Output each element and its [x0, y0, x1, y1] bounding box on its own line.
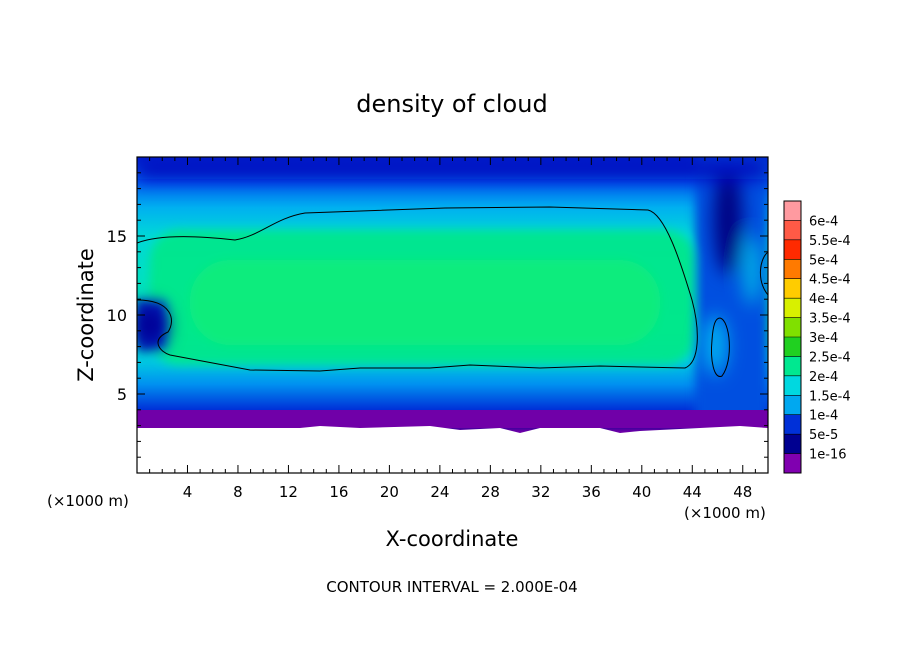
colorbar-label: 5e-5 — [809, 428, 838, 443]
chart-title: density of cloud — [356, 90, 547, 118]
x-tick-label: 28 — [481, 483, 500, 501]
colorbar-swatch — [784, 453, 801, 474]
x-axis-title: X-coordinate — [386, 527, 519, 551]
colorbar-swatch — [784, 220, 801, 241]
colorbar-label: 5e-4 — [809, 253, 838, 268]
x-tick-label: 36 — [582, 483, 601, 501]
density-field — [137, 157, 768, 473]
colorbar-label: 1.5e-4 — [809, 389, 851, 404]
y-tick-label: 5 — [117, 385, 127, 404]
colorbar-swatch — [784, 337, 801, 357]
x-tick-label: 24 — [430, 483, 449, 501]
colorbar-swatch — [784, 317, 801, 338]
x-tick-label: 4 — [183, 483, 193, 501]
colorbar-swatch — [784, 356, 801, 377]
contour-interval-note: CONTOUR INTERVAL = 2.000E-04 — [326, 578, 577, 596]
colorbar-swatch — [784, 239, 801, 260]
x-tick-label: 12 — [279, 483, 298, 501]
x-tick-label: 16 — [329, 483, 348, 501]
x-tick-label: 8 — [233, 483, 243, 501]
x-unit-label: (×1000 m) — [684, 504, 766, 522]
colorbar-label: 4.5e-4 — [809, 273, 851, 288]
colorbar-swatch — [784, 278, 801, 299]
x-axis: 4 8 12 16 20 24 28 32 36 40 44 48 — [149, 157, 756, 501]
colorbar-swatch — [784, 375, 801, 396]
y-unit-label: (×1000 m) — [47, 492, 129, 510]
x-tick-label: 20 — [380, 483, 399, 501]
colorbar-label: 3.5e-4 — [809, 312, 851, 327]
y-axis-title: Z-coordinate — [74, 248, 98, 382]
colorbar-label: 6e-4 — [809, 214, 838, 229]
colorbar-swatch — [784, 298, 801, 319]
colorbar-swatch — [784, 395, 801, 416]
colorbar-label: 1e-16 — [809, 448, 847, 463]
y-axis: 5 10 15 — [107, 172, 768, 458]
colorbar-swatch — [784, 201, 801, 221]
colorbar-label: 3e-4 — [809, 331, 838, 346]
colorbar-label: 5.5e-4 — [809, 234, 851, 249]
colorbar-swatch — [784, 414, 801, 435]
colorbar-swatch — [784, 434, 801, 455]
colorbar-label: 4e-4 — [809, 292, 838, 307]
colorbar-label: 1e-4 — [809, 409, 838, 424]
colorbar-swatch — [784, 259, 801, 280]
x-tick-label: 40 — [632, 483, 651, 501]
colorbar: 6e-4 5.5e-4 5e-4 4.5e-4 4e-4 3.5e-4 3e-4 2.5e-4… — [783, 200, 851, 474]
x-tick-label: 48 — [733, 483, 752, 501]
y-tick-label: 10 — [107, 306, 127, 325]
x-tick-label: 44 — [683, 483, 702, 501]
y-tick-label: 15 — [107, 227, 127, 246]
x-tick-label: 32 — [531, 483, 550, 501]
colorbar-label: 2.5e-4 — [809, 350, 851, 365]
colorbar-label: 2e-4 — [809, 370, 838, 385]
